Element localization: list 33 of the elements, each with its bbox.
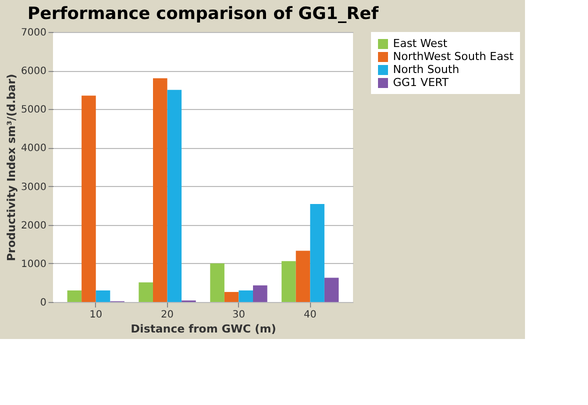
y-tick-label: 6000 <box>21 66 46 78</box>
y-tick-label: 3000 <box>21 182 46 193</box>
x-tick-label: 30 <box>232 310 246 320</box>
bar <box>310 204 324 302</box>
legend-label: North South <box>393 63 460 76</box>
bar <box>238 290 253 302</box>
y-tick-label: 4000 <box>21 143 46 154</box>
bar <box>167 90 182 302</box>
bar <box>282 261 296 302</box>
bar <box>324 278 339 302</box>
legend-label: East West <box>393 37 448 50</box>
bar <box>138 282 153 302</box>
legend-label: GG1 VERT <box>393 76 449 89</box>
bar <box>96 290 110 302</box>
legend-label: NorthWest South East <box>393 50 514 63</box>
y-tick-label: 2000 <box>21 220 46 232</box>
bar <box>67 290 82 302</box>
y-axis-title: Productivity Index sm³/(d.bar) <box>5 74 18 262</box>
bar <box>82 96 96 302</box>
y-tick-label: 5000 <box>21 104 46 116</box>
bar <box>210 263 224 302</box>
y-tick-label: 0 <box>40 298 46 308</box>
bar <box>153 78 168 302</box>
bar <box>253 285 268 302</box>
x-tick-label: 20 <box>160 310 174 320</box>
bar <box>224 292 239 302</box>
x-tick-label: 10 <box>89 310 102 320</box>
y-tick-label: 1000 <box>21 258 46 270</box>
chart-title: Performance comparison of GG1_Ref <box>27 4 380 24</box>
bar <box>296 250 310 302</box>
x-tick-label: 40 <box>304 310 317 320</box>
y-tick-label: 7000 <box>21 28 46 38</box>
x-axis-title: Distance from GWC (m) <box>130 322 276 336</box>
